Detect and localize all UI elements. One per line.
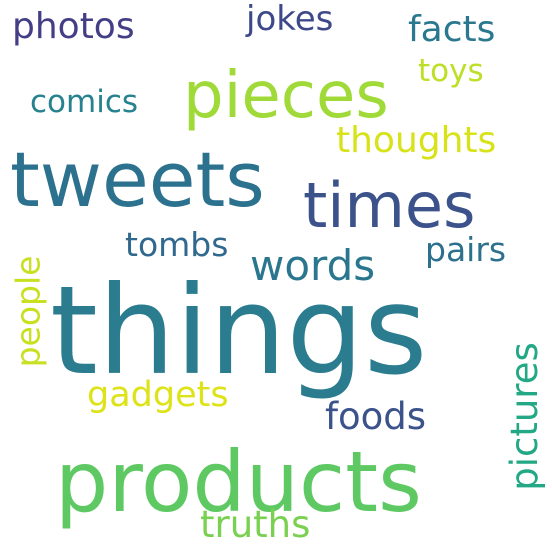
word-gadgets: gadgets [87, 375, 229, 415]
word-truths: truths [200, 503, 311, 546]
word-things: things [50, 260, 428, 402]
word-words: words [250, 241, 376, 290]
word-tweets: tweets [10, 135, 265, 224]
word-jokes: jokes [246, 0, 334, 39]
word-thoughts: thoughts [336, 120, 497, 161]
word-facts: facts [408, 9, 496, 50]
word-pictures: pictures [502, 342, 546, 491]
word-tombs: tombs [125, 225, 229, 264]
word-pieces: pieces [183, 59, 389, 133]
word-photos: photos [12, 6, 135, 47]
word-toys: toys [418, 53, 484, 89]
word-pairs: pairs [425, 230, 507, 269]
word-comics: comics [30, 84, 139, 120]
word-products: products [55, 433, 422, 531]
word-people: people [8, 255, 48, 368]
word-foods: foods [325, 395, 427, 438]
word-times: times [303, 169, 476, 242]
